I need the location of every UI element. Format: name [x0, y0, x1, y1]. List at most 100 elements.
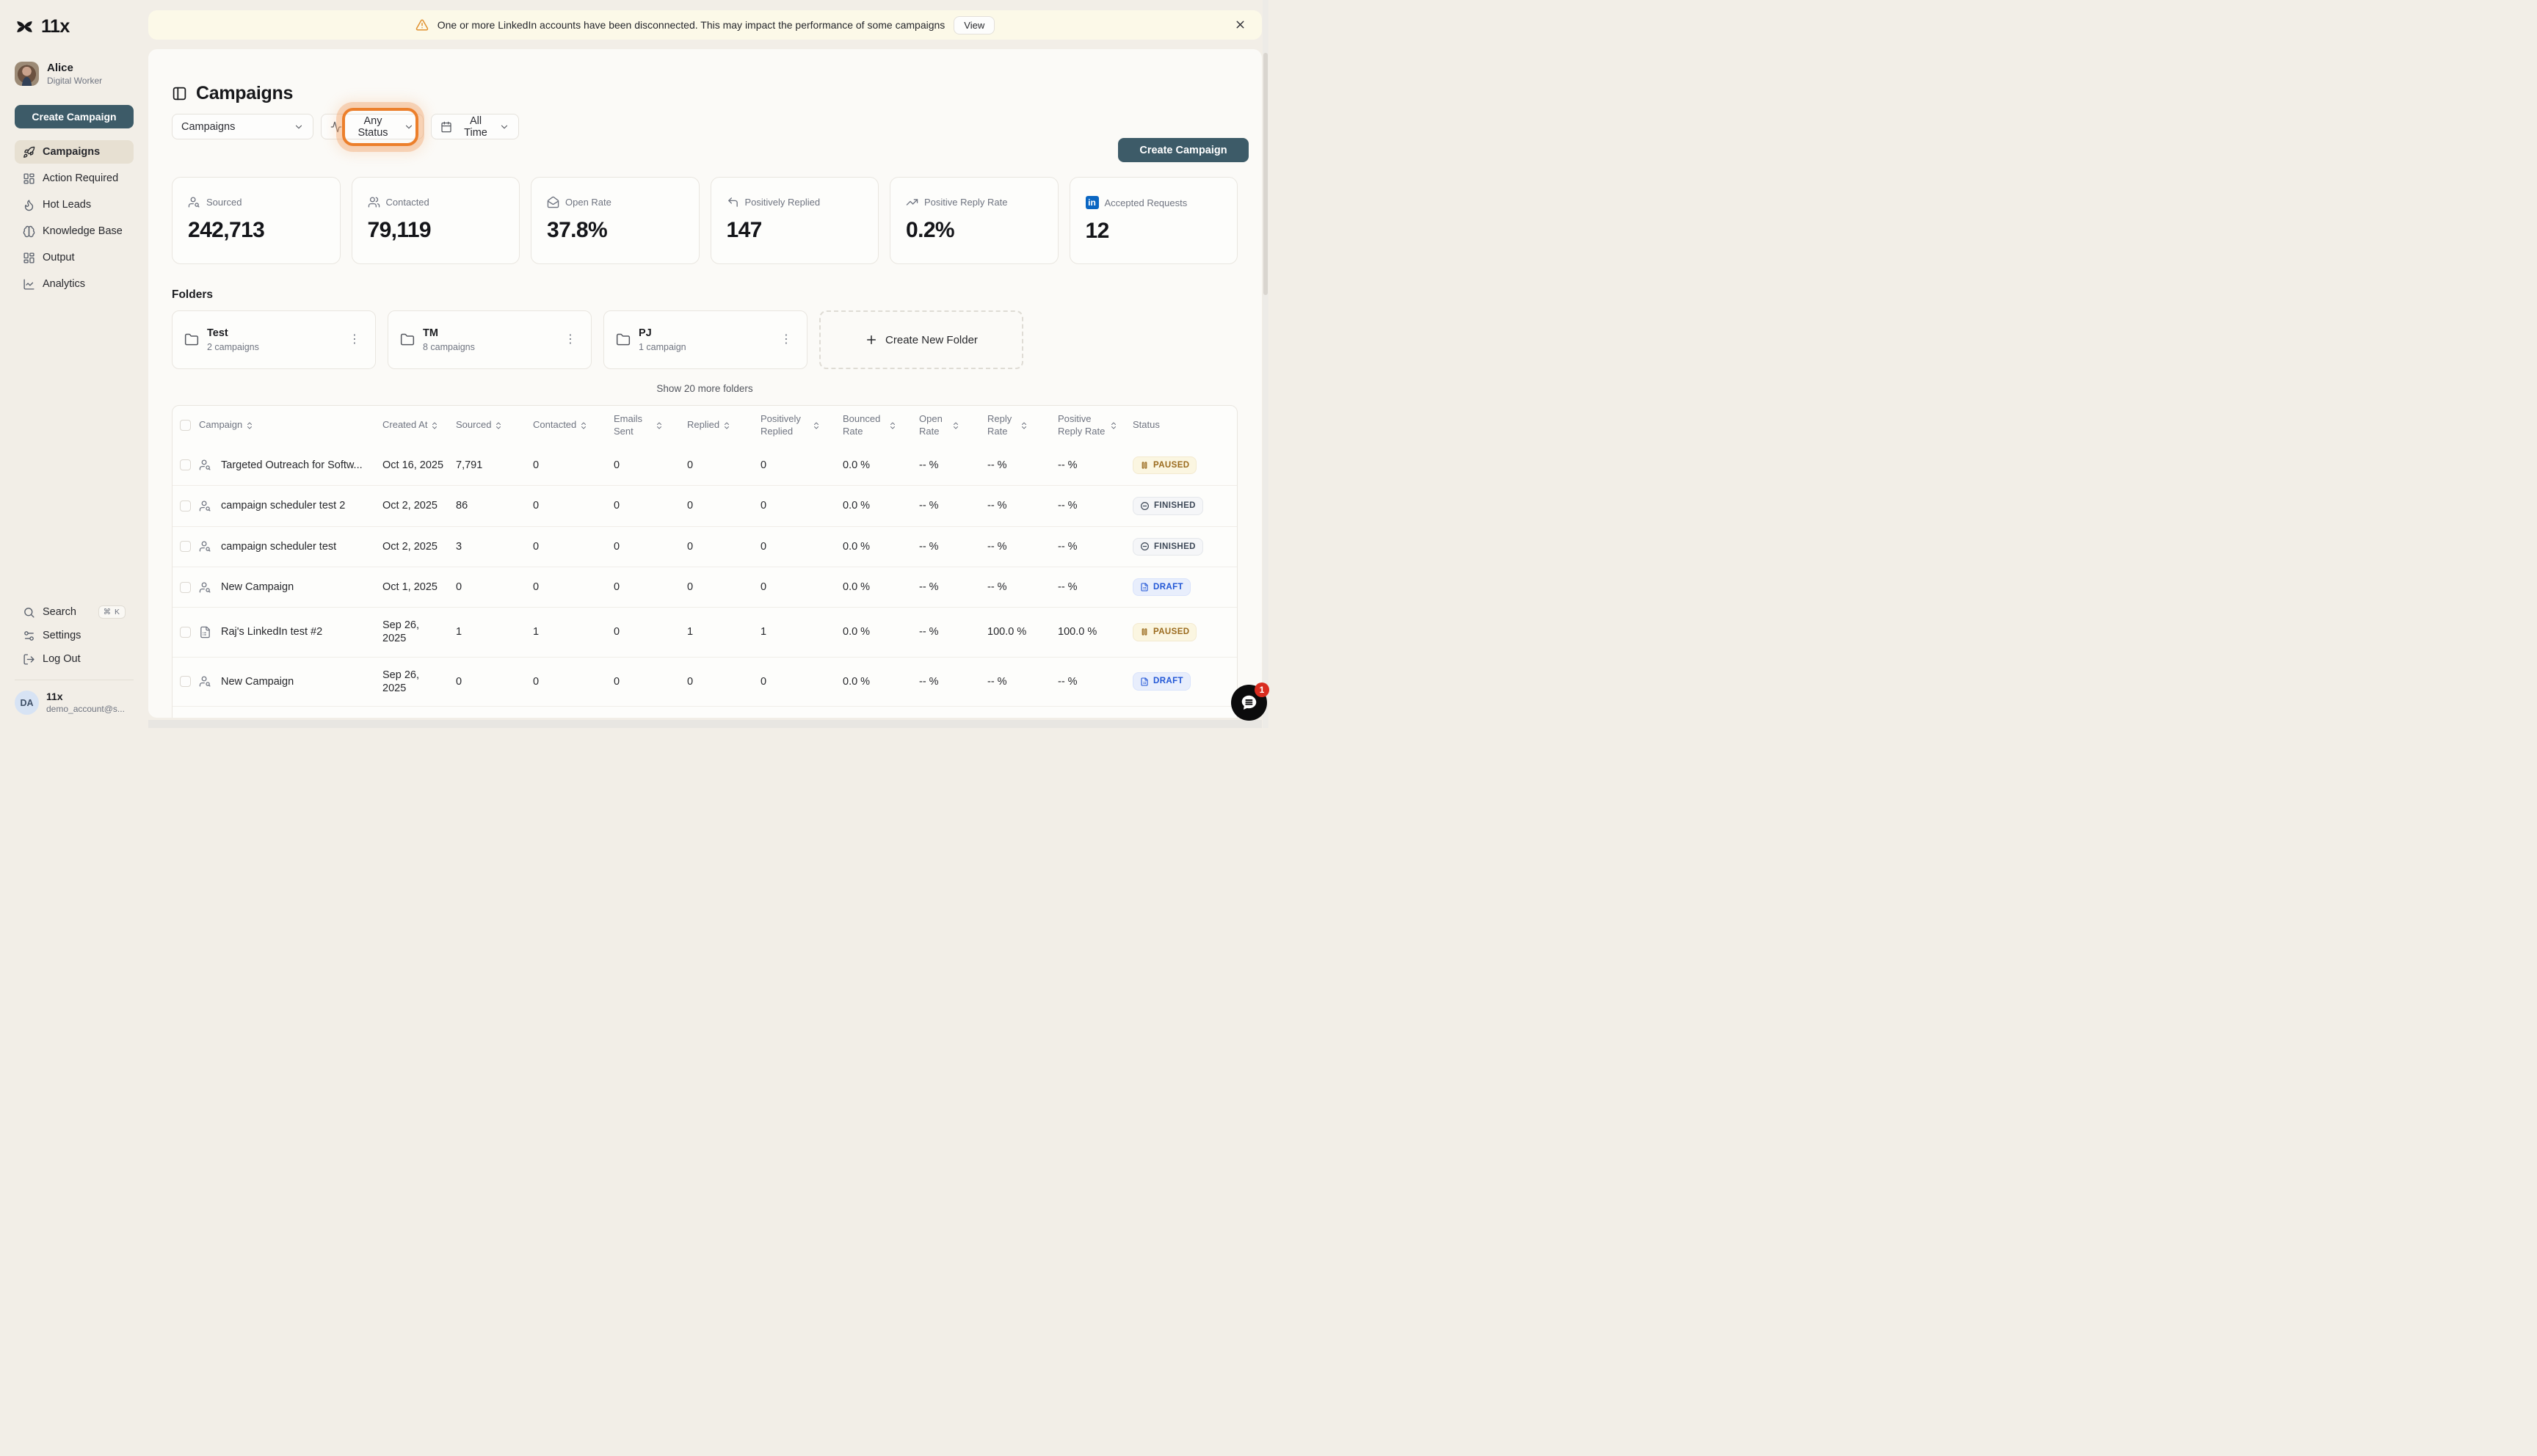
- stat-label: Open Rate: [565, 197, 611, 208]
- show-more-folders-link[interactable]: Show 20 more folders: [656, 383, 753, 394]
- user-search-icon: [199, 675, 211, 688]
- created-at-cell: Sep 25, 2025: [382, 707, 456, 718]
- folder-card-test[interactable]: Test 2 campaigns ⋮: [172, 310, 376, 369]
- sort-icon[interactable]: [494, 421, 503, 430]
- sort-icon[interactable]: [951, 421, 960, 430]
- column-header-reply-rate[interactable]: Reply Rate: [987, 413, 1012, 437]
- user-search-icon: [199, 581, 211, 594]
- folder-menu-kebab-icon[interactable]: ⋮: [780, 333, 792, 346]
- stat-card-positive-reply-rate: Positive Reply Rate 0.2%: [890, 177, 1059, 264]
- column-header-bounced-rate[interactable]: Bounced Rate: [843, 413, 881, 437]
- calendar-icon: [440, 121, 452, 133]
- panel-toggle-icon[interactable]: [172, 86, 187, 101]
- stat-value: 12: [1085, 219, 1110, 243]
- row-checkbox[interactable]: [180, 500, 191, 512]
- row-checkbox[interactable]: [180, 581, 191, 593]
- sort-icon[interactable]: [430, 421, 439, 430]
- column-header-sourced[interactable]: Sourced: [456, 419, 492, 431]
- sort-icon[interactable]: [1020, 421, 1028, 430]
- sort-icon[interactable]: [888, 421, 897, 430]
- row-checkbox[interactable]: [180, 459, 191, 471]
- sidebar-item-logout[interactable]: Log Out: [15, 647, 134, 671]
- open-rate-cell: -- %: [919, 675, 939, 688]
- positive-reply-rate-cell: 0.0 %: [1058, 713, 1133, 718]
- chevron-down-icon: [499, 122, 509, 132]
- banner-view-button[interactable]: View: [954, 15, 995, 34]
- sourced-cell: 7,791: [456, 459, 483, 471]
- dashboard-icon: [23, 172, 35, 185]
- sort-icon[interactable]: [245, 421, 254, 430]
- table-row[interactable]: Raj's LinkedIn test Sep 25, 2025 1 1 0 0…: [173, 707, 1237, 718]
- sourced-cell: 0: [456, 581, 462, 594]
- campaign-name[interactable]: Targeted Outreach for Softw...: [221, 459, 363, 471]
- folder-card-tm[interactable]: TM 8 campaigns ⋮: [388, 310, 592, 369]
- bounced-rate-cell: 0.0 %: [843, 713, 919, 718]
- chevron-down-icon: [294, 122, 304, 132]
- sidebar-item-knowledge-base[interactable]: Knowledge Base: [15, 219, 134, 243]
- row-checkbox[interactable]: [180, 541, 191, 553]
- column-header-campaign[interactable]: Campaign: [199, 419, 243, 431]
- sidebar-item-campaigns[interactable]: Campaigns: [15, 140, 134, 164]
- sidebar-item-label: Search: [43, 606, 76, 618]
- sort-icon[interactable]: [812, 421, 821, 430]
- campaign-name[interactable]: New Campaign: [221, 581, 294, 594]
- column-header-positively-replied[interactable]: Positively Replied: [761, 413, 801, 437]
- row-checkbox[interactable]: [180, 626, 191, 638]
- folder-menu-kebab-icon[interactable]: ⋮: [349, 333, 360, 346]
- sort-icon[interactable]: [1109, 421, 1118, 430]
- sort-icon[interactable]: [655, 421, 664, 430]
- sidebar-item-action-required[interactable]: Action Required: [15, 167, 134, 190]
- column-header-open-rate[interactable]: Open Rate: [919, 413, 943, 437]
- campaign-name[interactable]: Raj's LinkedIn test #2: [221, 626, 323, 638]
- table-row[interactable]: New Campaign Sep 26, 2025 0 0 0 0 0 0.0 …: [173, 658, 1237, 707]
- horizontal-scrollbar-track[interactable]: [148, 720, 1262, 728]
- sidebar-item-label: Campaigns: [43, 146, 101, 159]
- chat-widget-button[interactable]: 1: [1231, 682, 1269, 721]
- sidebar-nav: Campaigns Action Required Hot Leads Know…: [15, 140, 134, 296]
- column-header-replied[interactable]: Replied: [687, 419, 720, 431]
- folder-icon: [184, 332, 199, 347]
- create-campaign-button[interactable]: Create Campaign: [1118, 138, 1249, 162]
- sort-icon[interactable]: [722, 421, 731, 430]
- row-checkbox[interactable]: [180, 676, 191, 688]
- stat-label: Positively Replied: [744, 197, 821, 208]
- banner-close-icon[interactable]: [1234, 18, 1246, 31]
- create-new-folder-button[interactable]: Create New Folder: [819, 310, 1023, 369]
- vertical-scrollbar-track[interactable]: [1263, 0, 1268, 728]
- collection-filter-dropdown[interactable]: Campaigns: [172, 114, 313, 139]
- sidebar-item-label: Hot Leads: [43, 199, 92, 211]
- table-row[interactable]: Raj's LinkedIn test #2 Sep 26, 2025 1 1 …: [173, 608, 1237, 658]
- sidebar-item-settings[interactable]: Settings: [15, 624, 134, 647]
- campaign-name[interactable]: New Campaign: [221, 675, 294, 688]
- column-header-emails-sent[interactable]: Emails Sent: [614, 413, 643, 437]
- select-all-checkbox[interactable]: [180, 420, 191, 432]
- folder-card-pj[interactable]: PJ 1 campaign ⋮: [603, 310, 807, 369]
- sidebar-item-output[interactable]: Output: [15, 246, 134, 269]
- table-row[interactable]: New Campaign Oct 1, 2025 0 0 0 0 0 0.0 %…: [173, 567, 1237, 608]
- reply-rate-cell: -- %: [987, 500, 1007, 512]
- table-row[interactable]: campaign scheduler test Oct 2, 2025 3 0 …: [173, 527, 1237, 567]
- account-switcher[interactable]: DA 11x demo_account@s...: [15, 691, 134, 715]
- page-title: Campaigns: [196, 83, 294, 103]
- folder-menu-kebab-icon[interactable]: ⋮: [565, 333, 576, 346]
- vertical-scrollbar-thumb[interactable]: [1263, 53, 1268, 295]
- sidebar-item-hot-leads[interactable]: Hot Leads: [15, 193, 134, 216]
- table-row[interactable]: Targeted Outreach for Softw... Oct 16, 2…: [173, 445, 1237, 487]
- column-header-contacted[interactable]: Contacted: [533, 419, 577, 431]
- sidebar-item-label: Output: [43, 252, 75, 264]
- campaign-name[interactable]: campaign scheduler test: [221, 540, 337, 553]
- table-row[interactable]: campaign scheduler test 2 Oct 2, 2025 86…: [173, 486, 1237, 527]
- sort-icon[interactable]: [579, 421, 588, 430]
- sidebar-item-search[interactable]: Search ⌘ K: [15, 600, 134, 624]
- create-campaign-sidebar-button[interactable]: Create Campaign: [15, 105, 134, 129]
- positive-reply-rate-cell: 100.0 %: [1058, 626, 1097, 638]
- campaign-name[interactable]: campaign scheduler test 2: [221, 500, 346, 512]
- alice-avatar: [15, 62, 39, 87]
- status-filter-dropdown[interactable]: Any Status: [321, 108, 424, 146]
- time-filter-dropdown[interactable]: All Time: [431, 114, 519, 139]
- sidebar-item-analytics[interactable]: Analytics: [15, 272, 134, 296]
- chevron-down-icon: [404, 122, 414, 132]
- column-header-created-at[interactable]: Created At: [382, 419, 428, 431]
- column-header-positive-reply-rate[interactable]: Positive Reply Rate: [1058, 413, 1106, 437]
- stat-label: Accepted Requests: [1104, 197, 1188, 208]
